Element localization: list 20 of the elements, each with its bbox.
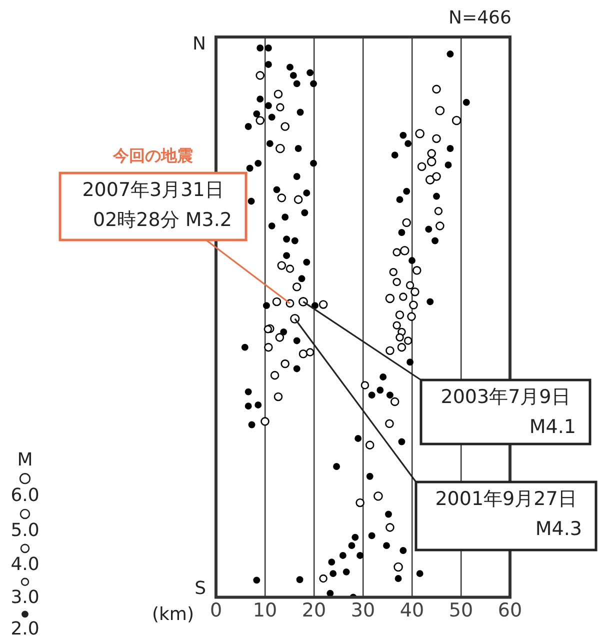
x-tick-label: 20 [302, 600, 326, 622]
annotation: 2003年7月9日 M4.1 [440, 386, 576, 438]
x-tick-label: 30 [350, 600, 376, 622]
x-tick-label: 50 [448, 600, 474, 622]
annotation: 2001年9月27日 M4.3 [435, 488, 582, 540]
text: S [194, 578, 206, 599]
x-tick-label: 60 [498, 600, 522, 622]
legend-label: 5.0 [10, 520, 40, 542]
x-axis-title: (km) [152, 604, 194, 625]
legend-title: M [17, 449, 33, 470]
legend-label: 3.0 [10, 587, 40, 608]
text: N [192, 34, 206, 55]
legend-label: 6.0 [10, 485, 40, 506]
legend-label: 4.0 [10, 554, 40, 576]
text: N=466 [448, 8, 512, 29]
x-tick-label: 0 [210, 600, 222, 622]
x-tick-label: 40 [400, 600, 424, 622]
annotation: 今回の地震 2007年3月31日 02時28分 M3.2 [82, 146, 232, 231]
x-tick-label: 10 [252, 600, 278, 622]
legend-label: 2.0 [10, 618, 40, 640]
